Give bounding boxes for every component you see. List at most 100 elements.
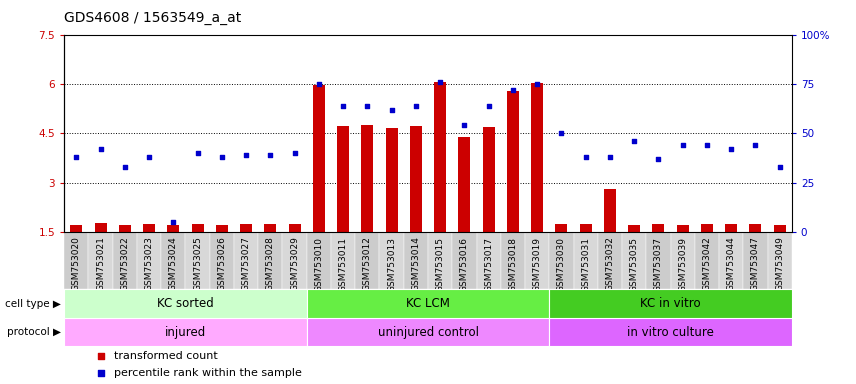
Text: GSM753032: GSM753032 <box>605 237 615 291</box>
Point <box>700 142 714 148</box>
Bar <box>64 289 306 318</box>
Bar <box>379 232 404 289</box>
Bar <box>355 232 379 289</box>
Text: GSM753023: GSM753023 <box>145 237 153 291</box>
Bar <box>622 232 646 289</box>
Point <box>482 103 496 109</box>
Bar <box>646 232 670 289</box>
Point <box>409 103 423 109</box>
Point <box>773 164 787 170</box>
Bar <box>550 318 792 346</box>
Text: GSM753044: GSM753044 <box>727 237 735 291</box>
Bar <box>88 232 113 289</box>
Bar <box>652 224 664 232</box>
Text: GSM753016: GSM753016 <box>460 237 469 291</box>
Text: GSM753037: GSM753037 <box>654 237 663 291</box>
Text: GSM753012: GSM753012 <box>363 237 372 291</box>
Bar <box>768 232 792 289</box>
Bar <box>603 189 616 232</box>
Text: GSM753025: GSM753025 <box>193 237 202 291</box>
Point <box>166 219 180 225</box>
Bar <box>719 232 743 289</box>
Bar <box>701 224 713 232</box>
Bar <box>282 232 306 289</box>
Text: GSM753029: GSM753029 <box>290 237 299 291</box>
Bar <box>210 232 234 289</box>
Text: GSM753035: GSM753035 <box>630 237 639 291</box>
Text: GSM753024: GSM753024 <box>169 237 178 291</box>
Bar <box>143 224 155 232</box>
Bar <box>749 224 762 232</box>
Point <box>752 139 765 145</box>
Bar <box>70 225 82 232</box>
Text: GSM753030: GSM753030 <box>557 237 566 291</box>
Bar <box>483 127 495 232</box>
Point <box>724 146 738 152</box>
Point <box>748 142 763 148</box>
Text: GSM753026: GSM753026 <box>217 237 226 291</box>
Bar <box>725 224 737 232</box>
Bar <box>306 289 550 318</box>
Point <box>312 81 325 87</box>
Bar <box>186 232 210 289</box>
Bar <box>574 232 597 289</box>
Point <box>288 150 301 156</box>
Bar <box>306 318 550 346</box>
Bar <box>94 223 107 232</box>
Bar <box>306 232 331 289</box>
Text: protocol ▶: protocol ▶ <box>7 327 61 337</box>
Bar <box>167 225 180 232</box>
Point <box>530 81 544 87</box>
Bar <box>670 232 695 289</box>
Bar <box>119 225 131 232</box>
Bar <box>161 232 186 289</box>
Text: GSM753019: GSM753019 <box>532 237 542 291</box>
Point <box>239 152 253 158</box>
Bar <box>628 225 640 232</box>
Point <box>142 154 156 160</box>
Bar <box>64 232 88 289</box>
Bar <box>265 224 276 232</box>
Text: GSM753047: GSM753047 <box>751 237 760 291</box>
Text: GSM753015: GSM753015 <box>436 237 444 291</box>
Point <box>360 103 374 109</box>
Text: GSM753014: GSM753014 <box>412 237 420 291</box>
Bar <box>337 126 349 232</box>
Bar <box>507 91 519 232</box>
Point <box>627 138 641 144</box>
Text: GSM753011: GSM753011 <box>339 237 348 291</box>
Bar <box>428 232 452 289</box>
Text: uninjured control: uninjured control <box>377 326 479 339</box>
Bar <box>385 128 398 232</box>
Text: GSM753031: GSM753031 <box>581 237 590 291</box>
Bar <box>676 225 689 232</box>
Text: cell type ▶: cell type ▶ <box>4 298 61 308</box>
Bar <box>361 125 373 232</box>
Text: GSM753042: GSM753042 <box>703 237 711 291</box>
Bar <box>531 83 544 232</box>
Text: GDS4608 / 1563549_a_at: GDS4608 / 1563549_a_at <box>64 11 241 25</box>
Point <box>384 106 398 113</box>
Bar <box>192 224 204 232</box>
Point <box>191 150 205 156</box>
Point <box>433 79 447 85</box>
Bar <box>695 232 719 289</box>
Bar <box>501 232 525 289</box>
Text: GSM753017: GSM753017 <box>484 237 493 291</box>
Bar <box>259 232 282 289</box>
Point <box>676 142 690 148</box>
Point <box>651 156 665 162</box>
Bar <box>331 232 355 289</box>
Bar <box>434 82 446 232</box>
Text: GSM753039: GSM753039 <box>678 237 687 291</box>
Text: KC LCM: KC LCM <box>406 297 450 310</box>
Bar <box>477 232 501 289</box>
Point <box>93 146 108 152</box>
Text: GSM753018: GSM753018 <box>508 237 517 291</box>
Bar <box>137 232 161 289</box>
Bar <box>452 232 477 289</box>
Bar <box>113 232 137 289</box>
Text: KC sorted: KC sorted <box>158 297 214 310</box>
Point <box>215 154 229 160</box>
Point <box>506 87 520 93</box>
